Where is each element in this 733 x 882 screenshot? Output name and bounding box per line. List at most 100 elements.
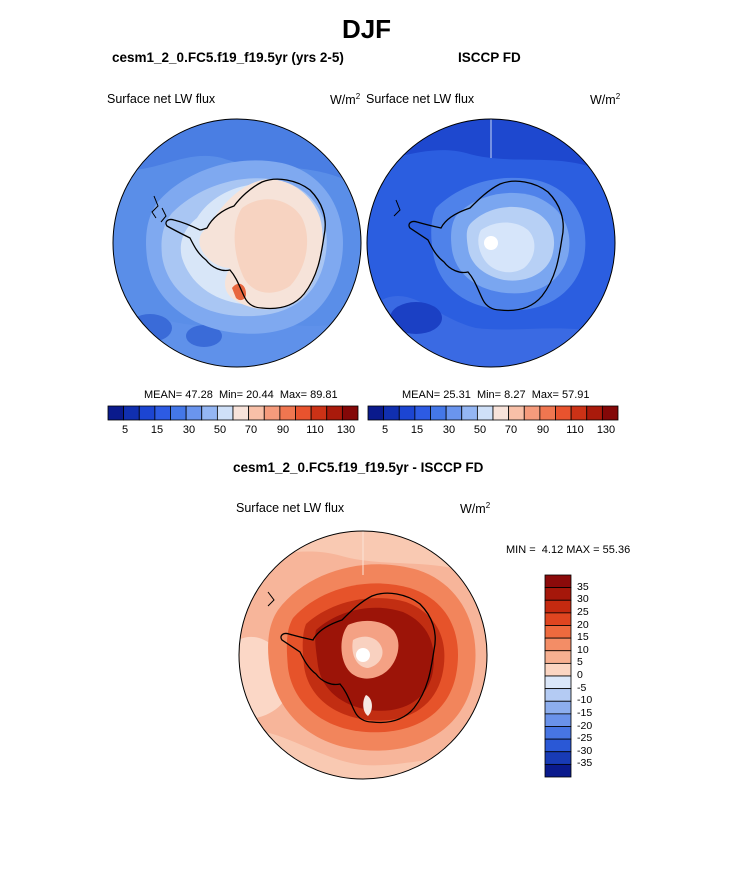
colorbar-tick: 25 bbox=[577, 605, 589, 618]
colorbar-swatch bbox=[544, 763, 572, 778]
colorbar-swatch bbox=[367, 405, 385, 421]
colorbar-swatch bbox=[216, 405, 234, 421]
colorbar-tick: 5 bbox=[121, 424, 129, 436]
colorbar-swatch bbox=[248, 405, 265, 421]
colorbar-tick: -25 bbox=[577, 732, 593, 745]
colorbar-swatch bbox=[544, 587, 572, 601]
colorbar-swatch bbox=[310, 405, 328, 421]
colorbar-swatch bbox=[170, 405, 187, 421]
panel-1-colorbar bbox=[107, 405, 359, 421]
colorbar-tick: 50 bbox=[473, 424, 487, 436]
colorbar-tick: 20 bbox=[577, 618, 589, 631]
colorbar-swatch bbox=[398, 405, 416, 421]
panel-1-stats: MEAN= 47.28 Min= 20.44 Max= 89.81 bbox=[144, 389, 338, 401]
colorbar-swatch bbox=[555, 405, 572, 421]
panel-2-title: ISCCP FD bbox=[458, 50, 521, 65]
colorbar-tick: 5 bbox=[381, 424, 389, 436]
panel-2-colorbar bbox=[367, 405, 619, 421]
colorbar-swatch bbox=[492, 405, 510, 421]
colorbar-swatch bbox=[544, 688, 572, 702]
colorbar-swatch bbox=[341, 405, 359, 421]
panel-2-polar-map bbox=[366, 118, 616, 368]
panel-2-colorbar-labels: 5 15 30 50 70 90 110 130 bbox=[368, 424, 618, 438]
colorbar-tick: 5 bbox=[577, 656, 583, 669]
colorbar-swatch bbox=[544, 662, 572, 677]
colorbar-swatch bbox=[544, 738, 572, 753]
colorbar-tick: -10 bbox=[577, 694, 593, 707]
colorbar-tick: 50 bbox=[213, 424, 227, 436]
colorbar-swatch bbox=[138, 405, 156, 421]
colorbar-swatch bbox=[544, 675, 572, 690]
colorbar-swatch bbox=[414, 405, 431, 421]
panel-1-variable-label: Surface net LW flux bbox=[107, 92, 216, 106]
panel-1-title: cesm1_2_0.FC5.f19_f19.5yr (yrs 2-5) bbox=[112, 50, 344, 65]
colorbar-swatch bbox=[461, 405, 478, 421]
colorbar-tick: -35 bbox=[577, 757, 593, 770]
colorbar-swatch bbox=[295, 405, 312, 421]
colorbar-tick: 90 bbox=[276, 424, 290, 436]
colorbar-tick: -5 bbox=[577, 681, 587, 694]
panel-2-units: W/m2 bbox=[590, 92, 621, 107]
panel-1-colorbar-labels: 5 15 30 50 70 90 110 130 bbox=[108, 424, 358, 438]
colorbar-swatch bbox=[476, 405, 494, 421]
colorbar-swatch bbox=[544, 751, 572, 765]
difference-colorbar bbox=[544, 574, 572, 778]
colorbar-tick: 35 bbox=[577, 580, 589, 593]
colorbar-swatch bbox=[544, 637, 572, 652]
colorbar-swatch bbox=[601, 405, 619, 421]
colorbar-tick: 10 bbox=[577, 643, 589, 656]
difference-variable-label: Surface net LW flux bbox=[236, 501, 345, 515]
colorbar-tick: 110 bbox=[306, 424, 324, 436]
colorbar-swatch bbox=[154, 405, 171, 421]
colorbar-tick: 15 bbox=[410, 424, 424, 436]
colorbar-swatch bbox=[430, 405, 447, 421]
panel-2-variable-label: Surface net LW flux bbox=[366, 92, 475, 106]
colorbar-tick: -20 bbox=[577, 719, 593, 732]
colorbar-swatch bbox=[123, 405, 140, 421]
difference-title: cesm1_2_0.FC5.f19_f19.5yr - ISCCP FD bbox=[233, 460, 484, 475]
colorbar-tick: 15 bbox=[150, 424, 164, 436]
colorbar-swatch bbox=[263, 405, 281, 421]
colorbar-swatch bbox=[201, 405, 218, 421]
colorbar-swatch bbox=[383, 405, 400, 421]
colorbar-swatch bbox=[445, 405, 463, 421]
colorbar-tick: 30 bbox=[442, 424, 456, 436]
colorbar-tick: 130 bbox=[596, 424, 616, 436]
colorbar-swatch bbox=[544, 599, 572, 614]
colorbar-tick: 30 bbox=[577, 593, 589, 606]
colorbar-swatch bbox=[544, 574, 572, 589]
colorbar-tick: 90 bbox=[536, 424, 550, 436]
colorbar-swatch bbox=[508, 405, 525, 421]
difference-polar-map bbox=[238, 530, 488, 780]
colorbar-tick: 130 bbox=[336, 424, 356, 436]
colorbar-swatch bbox=[544, 612, 572, 626]
colorbar-swatch bbox=[539, 405, 556, 421]
colorbar-swatch bbox=[279, 405, 296, 421]
panel-2-stats: MEAN= 25.31 Min= 8.27 Max= 57.91 bbox=[402, 389, 590, 401]
colorbar-swatch bbox=[544, 700, 572, 715]
difference-min-max: MIN = 4.12 MAX = 55.36 bbox=[506, 544, 631, 556]
colorbar-tick: -15 bbox=[577, 706, 593, 719]
colorbar-swatch bbox=[586, 405, 603, 421]
colorbar-tick: 30 bbox=[182, 424, 196, 436]
colorbar-swatch bbox=[570, 405, 588, 421]
colorbar-tick: 0 bbox=[577, 669, 583, 681]
colorbar-swatch bbox=[107, 405, 125, 421]
difference-units: W/m2 bbox=[460, 501, 491, 516]
colorbar-swatch bbox=[544, 726, 572, 740]
colorbar-tick: 70 bbox=[244, 424, 258, 436]
colorbar-swatch bbox=[544, 713, 572, 727]
colorbar-tick: 70 bbox=[504, 424, 518, 436]
page-title: DJF bbox=[341, 14, 392, 44]
colorbar-swatch bbox=[326, 405, 343, 421]
panel-1-units: W/m2 bbox=[330, 92, 361, 107]
panel-1-polar-map bbox=[112, 118, 362, 368]
difference-colorbar-labels: 35 30 25 20 15 10 5 0 -5 -10 -15 -20 -25 -30 -35 bbox=[575, 575, 615, 777]
colorbar-swatch bbox=[544, 650, 572, 664]
colorbar-tick: 110 bbox=[566, 424, 584, 436]
colorbar-swatch bbox=[232, 405, 250, 421]
colorbar-swatch bbox=[544, 625, 572, 639]
colorbar-tick: -30 bbox=[577, 744, 593, 757]
colorbar-swatch bbox=[185, 405, 203, 421]
colorbar-swatch bbox=[523, 405, 541, 421]
